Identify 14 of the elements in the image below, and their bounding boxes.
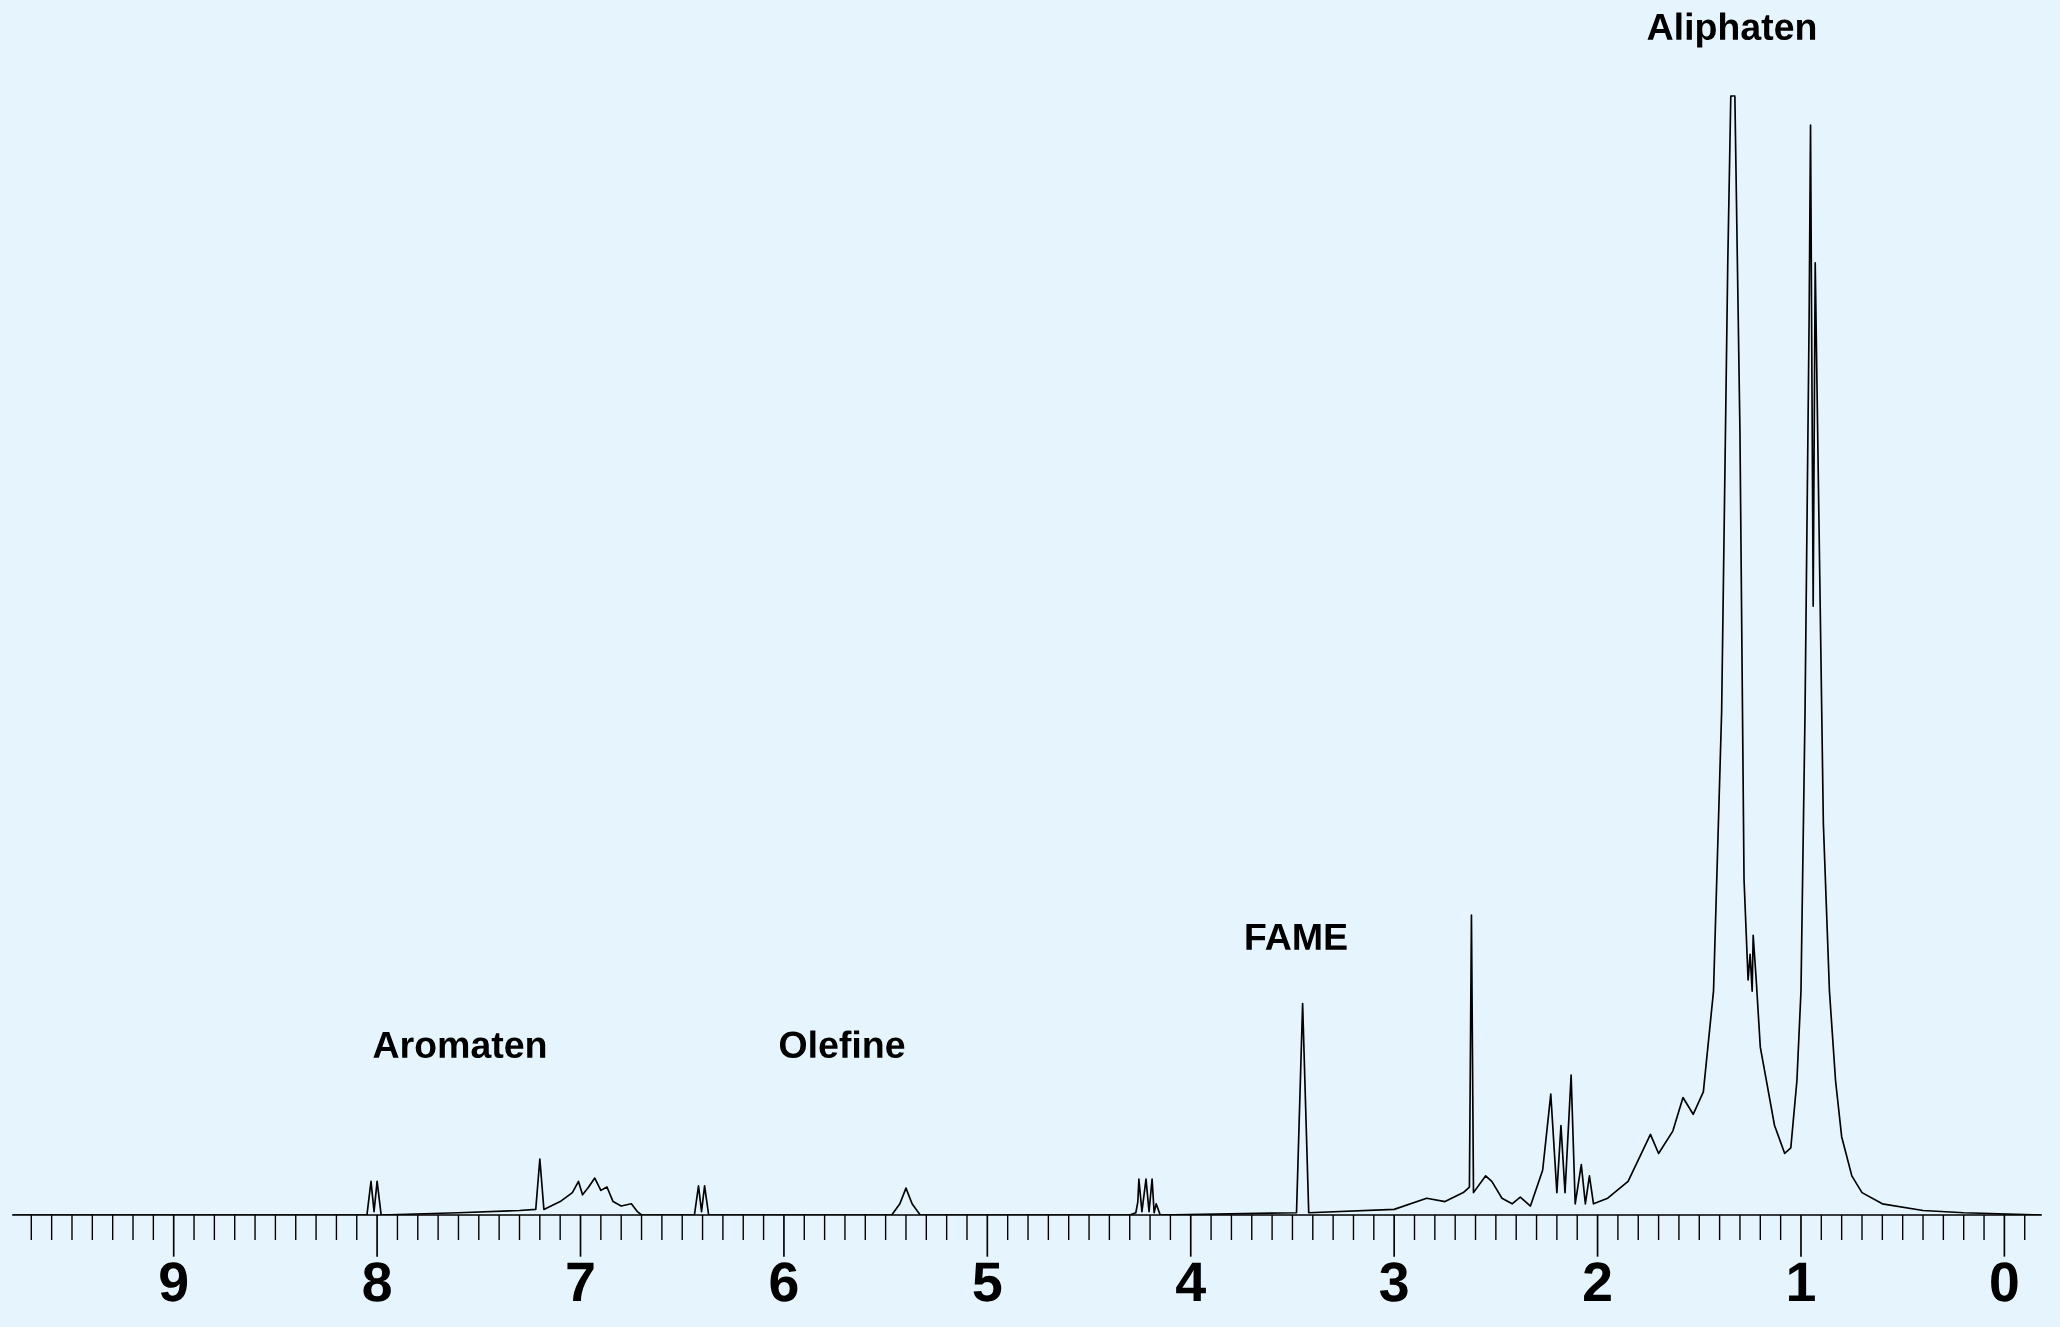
x-tick-label: 5 (973, 1262, 1002, 1302)
x-tick-label: 1 (1789, 1262, 1815, 1302)
x-tick-label: 7 (567, 1262, 594, 1302)
x-tick-label: 3 (1379, 1262, 1408, 1302)
x-tick-label: 0 (1991, 1262, 2018, 1302)
annotation: Olefine (779, 1030, 905, 1059)
x-tick-label: 2 (1584, 1262, 1611, 1302)
x-tick-label: 9 (160, 1262, 188, 1302)
text: Aliphaten (1647, 12, 1816, 48)
annotation: FAME (1246, 923, 1347, 950)
x-tick-label: 8 (363, 1262, 391, 1302)
x-tick-label: 6 (770, 1262, 798, 1302)
annotation: Aromaten (373, 1031, 546, 1059)
x-tick-label: 4 (1176, 1262, 1206, 1302)
